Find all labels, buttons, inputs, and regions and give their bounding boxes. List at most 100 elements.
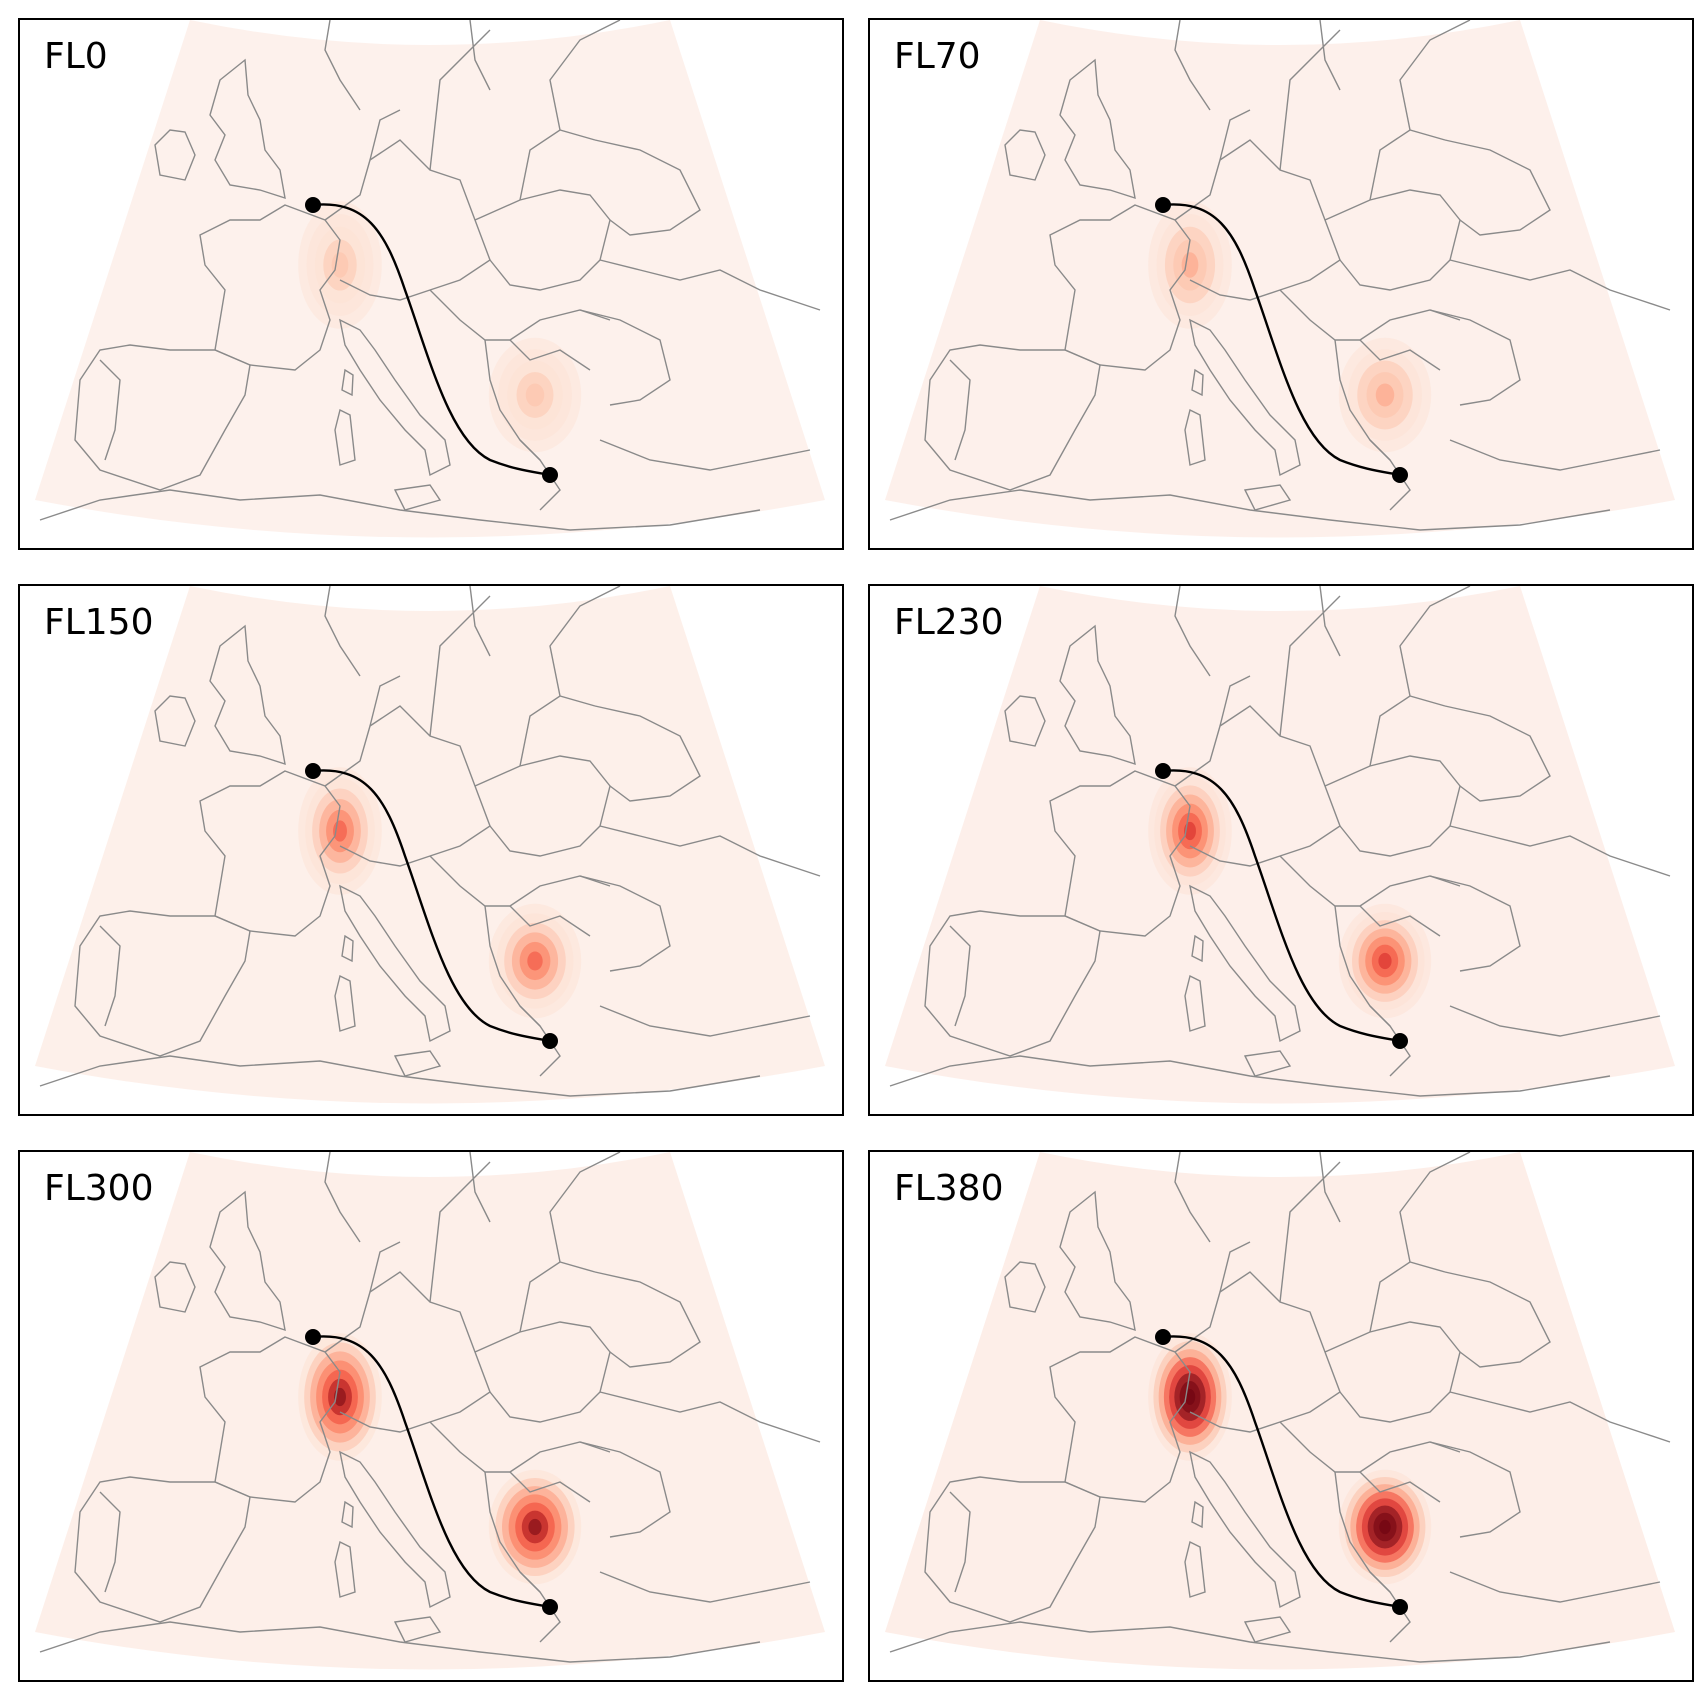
country-border xyxy=(599,1571,811,1603)
map-panel-fl0: FL0 xyxy=(18,18,844,550)
country-border xyxy=(474,755,611,857)
contour-level-west xyxy=(1156,213,1224,317)
contour-level-east xyxy=(527,951,543,971)
country-border xyxy=(1243,1616,1292,1643)
country-border xyxy=(579,309,671,406)
country-border xyxy=(1444,705,1551,802)
country-border xyxy=(1444,139,1551,236)
contour-level-west xyxy=(298,1333,382,1461)
country-border xyxy=(474,189,611,291)
map-panel-fl230: FL230 xyxy=(868,584,1694,1116)
country-border xyxy=(154,1261,196,1313)
country-border xyxy=(599,259,821,311)
contour-level-west xyxy=(322,1369,358,1425)
country-border xyxy=(209,1190,286,1332)
country-border xyxy=(334,408,356,466)
country-border xyxy=(1243,484,1292,511)
country-border xyxy=(393,1616,442,1643)
country-border xyxy=(1219,675,1251,727)
country-border xyxy=(889,1621,1611,1663)
map-panel-fl70: FL70 xyxy=(868,18,1694,550)
contour-level-west xyxy=(328,1378,352,1416)
country-border xyxy=(1059,1190,1136,1332)
contour-level-east xyxy=(1371,944,1399,978)
country-border xyxy=(99,1491,121,1593)
country-border xyxy=(339,884,451,1043)
country-border xyxy=(519,695,596,767)
country-border xyxy=(1324,189,1461,291)
contour-level-east xyxy=(1345,911,1425,1011)
country-border xyxy=(1191,368,1204,397)
country-border xyxy=(1369,129,1446,201)
contour-level-east xyxy=(519,941,551,981)
country-border xyxy=(1449,825,1671,877)
contour-level-east xyxy=(504,922,566,1000)
country-border xyxy=(579,875,671,972)
model-domain-area xyxy=(35,20,825,538)
contour-level-west xyxy=(323,239,357,291)
panel-label: FL150 xyxy=(44,602,154,643)
country-border xyxy=(1399,20,1471,131)
country-border xyxy=(549,1152,621,1263)
country-border xyxy=(594,1271,701,1368)
country-border xyxy=(324,1152,361,1243)
contour-level-east xyxy=(1348,349,1422,441)
model-domain-area xyxy=(885,1152,1675,1670)
country-border xyxy=(341,1500,354,1529)
contour-level-east xyxy=(1375,383,1395,407)
country-border xyxy=(1369,1261,1446,1333)
country-border xyxy=(1319,20,1341,91)
country-border xyxy=(1189,1450,1301,1609)
contour-level-west xyxy=(316,1360,364,1434)
country-border xyxy=(1429,309,1521,406)
country-border xyxy=(1449,1005,1661,1037)
route-end-point xyxy=(542,1033,558,1049)
country-border xyxy=(1191,1500,1204,1529)
model-domain-area xyxy=(35,1152,825,1670)
contour-level-west xyxy=(1166,794,1214,868)
country-border xyxy=(1369,695,1446,767)
country-border xyxy=(924,1476,1101,1623)
model-domain-area xyxy=(35,586,825,1104)
country-border xyxy=(339,1450,451,1609)
country-border xyxy=(1359,905,1441,937)
country-border xyxy=(1449,1571,1661,1603)
contour-level-east xyxy=(498,349,572,441)
country-border xyxy=(1174,586,1211,677)
flight-route-line xyxy=(1162,769,1401,1043)
country-border xyxy=(469,1152,491,1223)
route-end-point xyxy=(1392,467,1408,483)
country-border xyxy=(1449,439,1661,471)
country-border xyxy=(339,318,451,477)
country-border xyxy=(74,1476,251,1623)
route-start-point xyxy=(1155,1329,1171,1345)
contour-level-east xyxy=(1378,952,1392,970)
route-end-point xyxy=(1392,1599,1408,1615)
country-border xyxy=(1059,624,1136,766)
country-border xyxy=(1319,586,1341,657)
contour-level-east xyxy=(488,337,582,453)
contour-level-west xyxy=(306,213,374,317)
route-start-point xyxy=(1155,197,1171,213)
country-border xyxy=(393,484,442,511)
contour-level-west xyxy=(1148,201,1232,329)
contour-level-west xyxy=(1154,776,1226,886)
country-border xyxy=(1449,1391,1671,1443)
country-border xyxy=(549,586,621,697)
contour-level-east xyxy=(1338,337,1432,453)
country-border xyxy=(1219,109,1251,161)
country-border xyxy=(39,489,761,531)
country-border xyxy=(1449,259,1671,311)
country-border xyxy=(924,344,1101,491)
country-border xyxy=(74,344,251,491)
model-domain-area xyxy=(885,20,1675,538)
route-start-point xyxy=(305,1329,321,1345)
country-border xyxy=(1189,884,1301,1043)
map-canvas xyxy=(35,1152,825,1670)
country-border xyxy=(209,58,286,200)
contour-level-west xyxy=(1178,812,1202,850)
country-border xyxy=(599,1005,811,1037)
panel-label: FL0 xyxy=(44,36,108,77)
country-border xyxy=(889,489,1611,531)
country-border xyxy=(1189,318,1301,477)
